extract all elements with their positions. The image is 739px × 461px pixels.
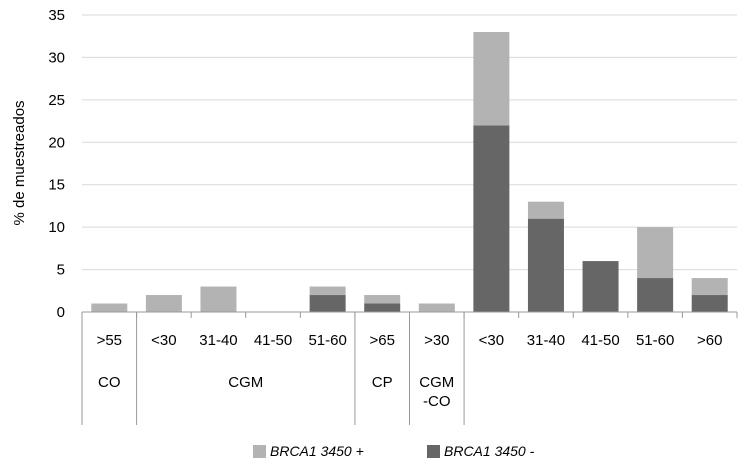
group-labels: CO CGM CP CGM -CO [98, 374, 454, 410]
bar-segment-positive [364, 295, 401, 304]
group-label: CO [98, 374, 121, 391]
y-tick-label: 35 [48, 7, 65, 24]
y-tick-label: 25 [48, 92, 65, 109]
bar-segment-negative [473, 125, 510, 312]
y-tick-label: 20 [48, 134, 65, 151]
legend: BRCA1 3450 + BRCA1 3450 - [253, 443, 535, 459]
y-tick-label: 30 [48, 49, 65, 66]
bar-segment-positive [418, 303, 455, 312]
axes [81, 311, 738, 425]
bar-segment-positive [527, 201, 564, 219]
x-tick-label: 51-60 [308, 332, 346, 349]
x-tick-label: 41-50 [254, 332, 292, 349]
x-tick-label: 31-40 [199, 332, 237, 349]
y-tick-labels: 0 5 10 15 20 25 30 35 [48, 7, 65, 321]
x-tick-labels: >55 <30 31-40 41-50 51-60 >65 >30 <30 31-40 41-50… [97, 332, 723, 349]
x-tick-label: 31-40 [527, 332, 565, 349]
y-tick-label: 0 [57, 304, 65, 321]
group-label: CP [372, 374, 393, 391]
group-label: -CO [423, 393, 451, 410]
x-tick-label: >55 [97, 332, 122, 349]
bar-segment-positive [145, 295, 182, 312]
bar-segment-negative [527, 218, 564, 312]
x-tick-label: >30 [424, 332, 449, 349]
x-tick-label: 51-60 [636, 332, 674, 349]
y-axis-label: % de muestreados [11, 100, 28, 225]
legend-label: BRCA1 3450 + [270, 443, 364, 459]
bar-segment-positive [200, 286, 237, 312]
bars [91, 31, 728, 312]
bar-segment-positive [637, 227, 674, 279]
bar-segment-positive [309, 286, 346, 296]
legend-swatch [427, 445, 440, 458]
bar-segment-negative [691, 295, 728, 312]
gridlines [82, 14, 737, 271]
bar-segment-positive [91, 303, 128, 312]
bar-segment-negative [364, 303, 401, 312]
x-tick-label: <30 [151, 332, 176, 349]
y-tick-label: 5 [57, 262, 65, 279]
x-tick-label: 41-50 [581, 332, 619, 349]
legend-swatch [253, 445, 266, 458]
group-label: CGM [228, 374, 263, 391]
bar-segment-negative [582, 261, 619, 312]
bar-segment-positive [473, 31, 510, 126]
bar-segment-positive [691, 278, 728, 296]
x-tick-label: >65 [369, 332, 394, 349]
legend-label: BRCA1 3450 - [444, 443, 535, 459]
y-tick-label: 10 [48, 219, 65, 236]
x-tick-label: <30 [479, 332, 504, 349]
bar-segment-negative [637, 278, 674, 312]
x-tick-label: >60 [697, 332, 722, 349]
y-tick-label: 15 [48, 177, 65, 194]
bar-segment-negative [309, 295, 346, 312]
group-label: CGM [419, 374, 454, 391]
